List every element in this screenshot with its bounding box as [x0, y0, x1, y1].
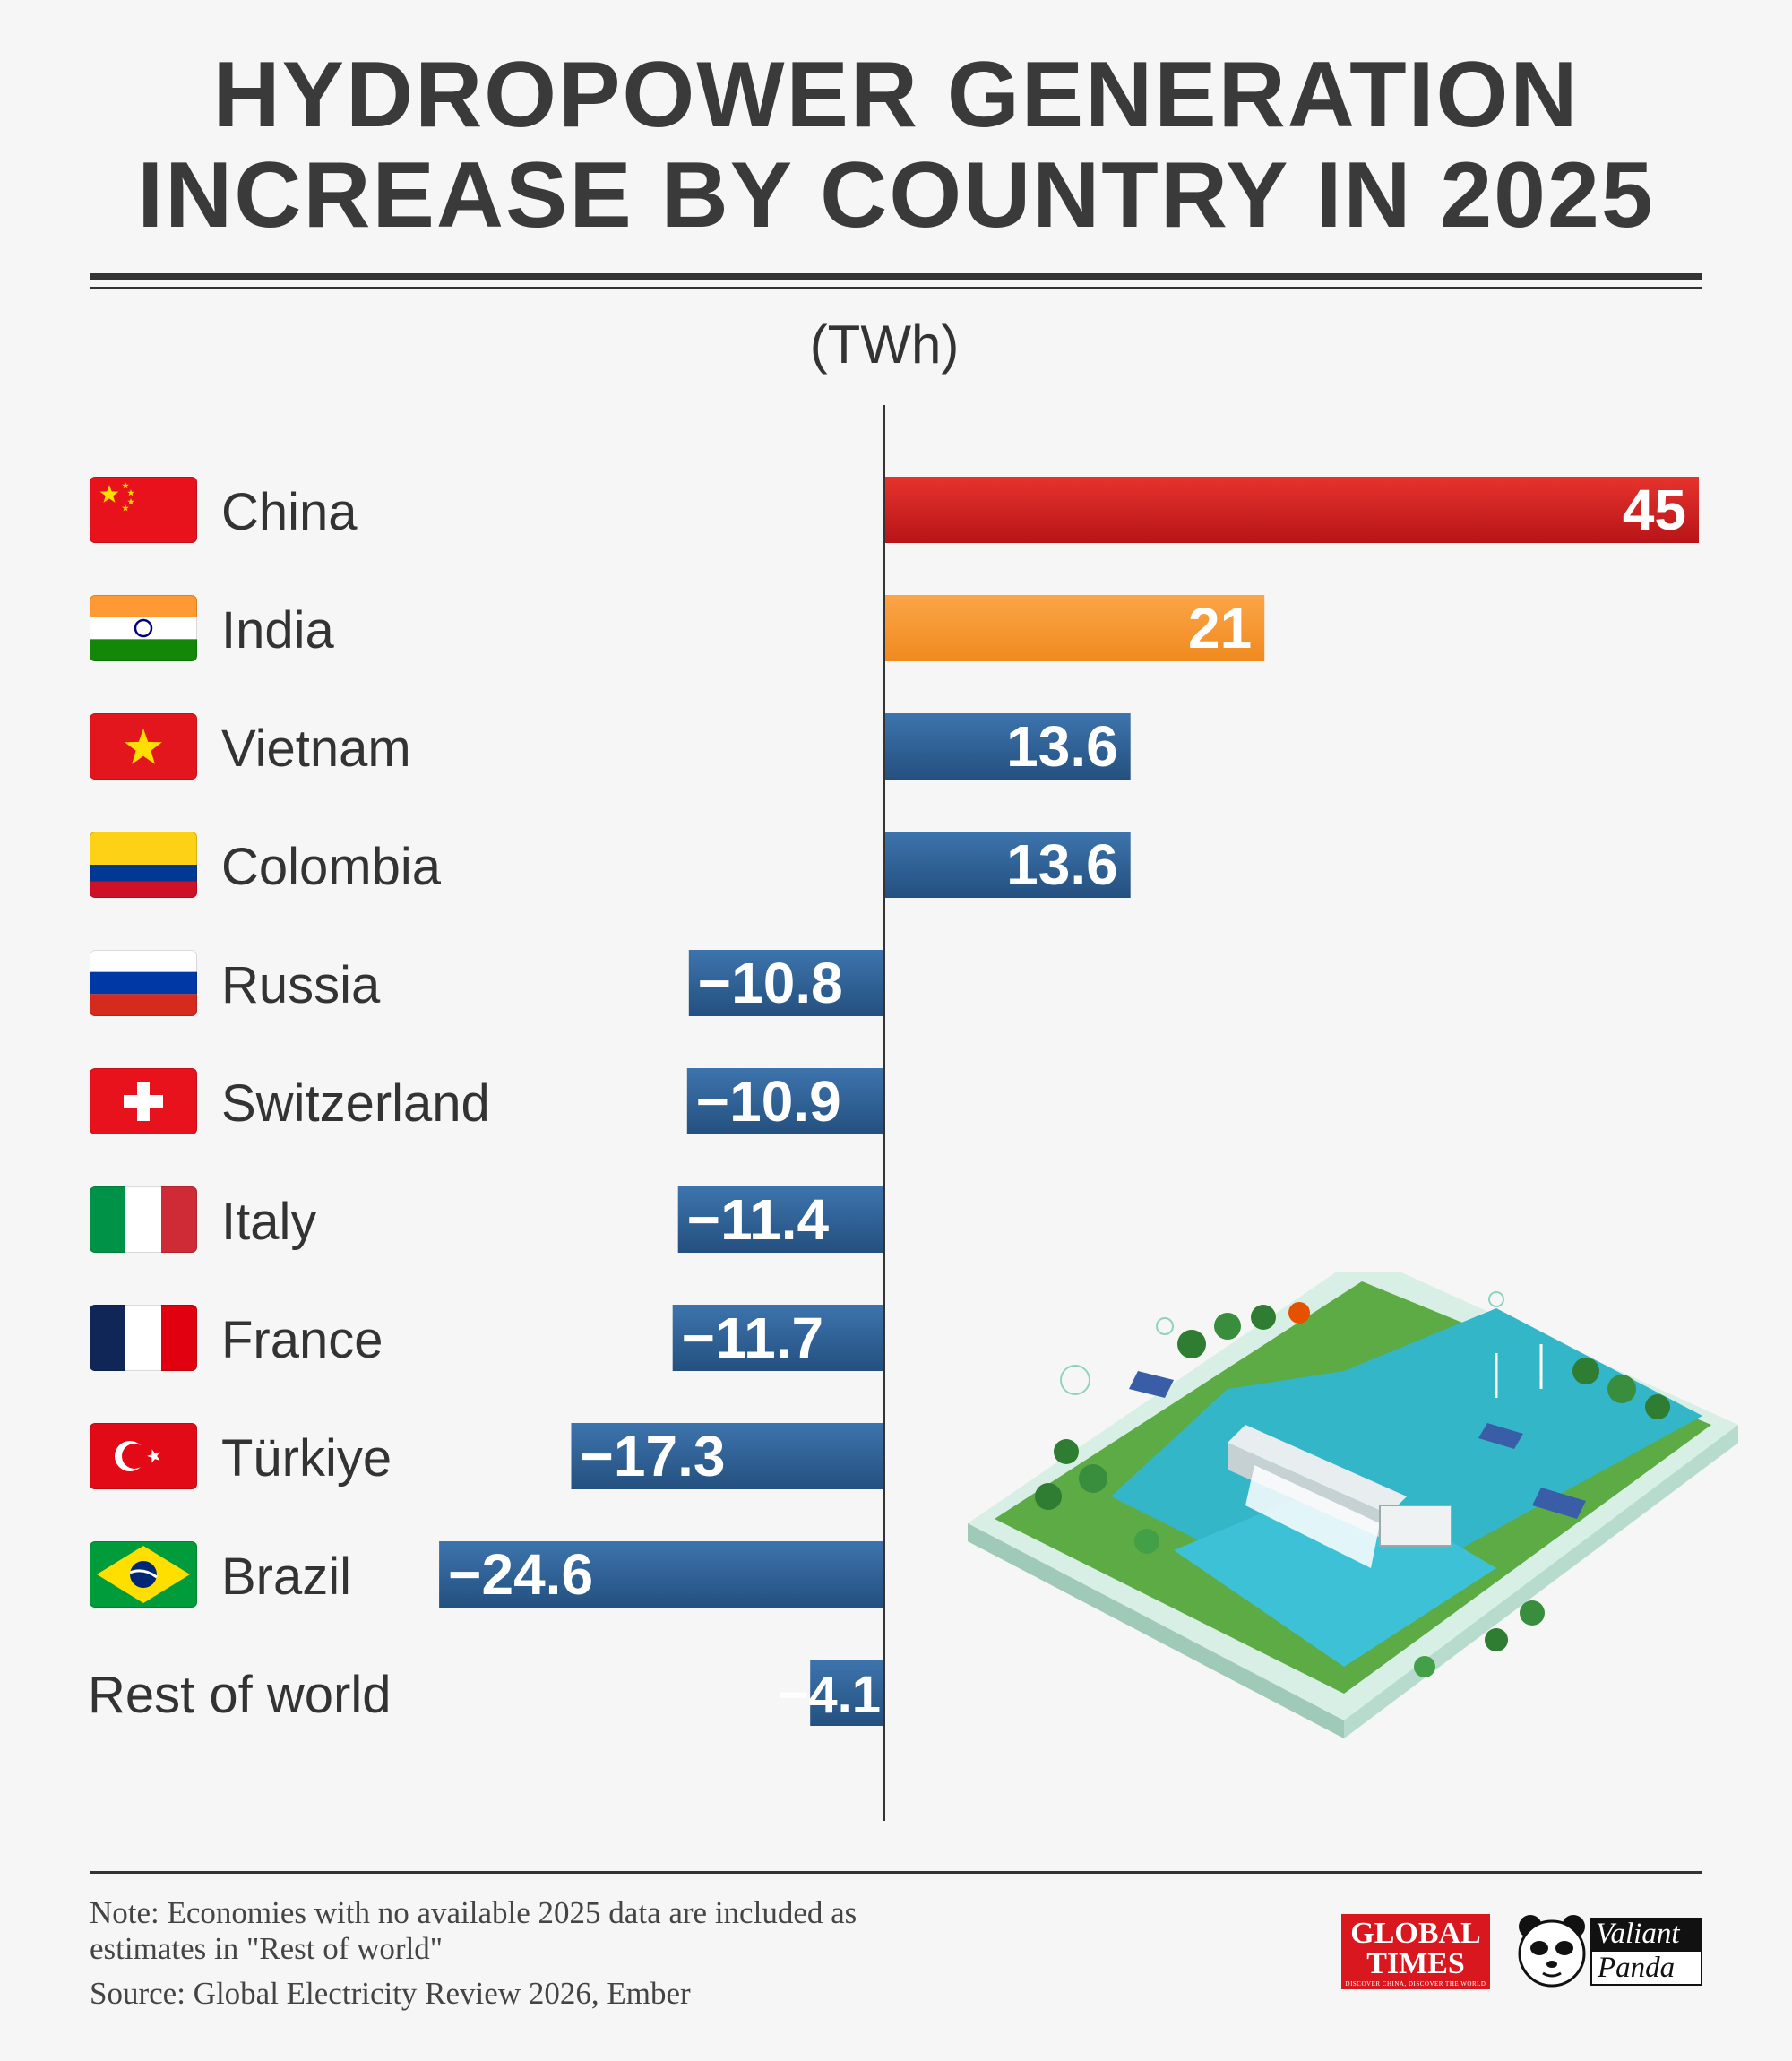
- category-label: Vietnam: [221, 720, 411, 778]
- data-label: −11.7: [682, 1306, 823, 1370]
- brazil-flag-icon: [90, 1541, 197, 1608]
- hydropower-dam-diorama-icon: [968, 1272, 1738, 1738]
- global-times-logo-line-2: TIMES: [1366, 1947, 1465, 1980]
- data-label: −10.9: [696, 1069, 841, 1134]
- india-flag-icon: [90, 595, 197, 661]
- data-label: −11.4: [687, 1187, 830, 1252]
- category-label: Switzerland: [221, 1074, 490, 1133]
- data-label: −4.1: [779, 1666, 882, 1724]
- turkiye-flag-icon: [90, 1423, 197, 1489]
- category-label: Italy: [221, 1193, 316, 1251]
- bar: [810, 1660, 884, 1726]
- category-label: Türkiye: [221, 1429, 392, 1488]
- category-label: Rest of world: [88, 1666, 391, 1724]
- bar: [571, 1423, 884, 1489]
- category-label: Colombia: [221, 838, 442, 896]
- footer-divider: [90, 1871, 1702, 1874]
- panda-icon: [1518, 1915, 1586, 1988]
- category-label: France: [221, 1311, 383, 1369]
- category-label: India: [221, 601, 335, 660]
- footnote: Note: Economies with no available 2025 d…: [90, 1895, 857, 1966]
- title-divider-thin: [90, 287, 1702, 289]
- data-label: 45: [1623, 478, 1686, 542]
- bar: [439, 1541, 884, 1608]
- title-line-1: HYDROPOWER GENERATION: [212, 43, 1580, 147]
- chart-title: HYDROPOWER GENERATION INCREASE BY COUNTR…: [0, 45, 1792, 246]
- global-times-logo-line-1: GLOBAL: [1350, 1917, 1481, 1950]
- data-label: −10.8: [698, 951, 843, 1015]
- bar: [677, 1186, 884, 1253]
- data-label: 13.6: [1006, 832, 1118, 897]
- data-label: 21: [1188, 596, 1252, 660]
- title-line-2: INCREASE BY COUNTRY IN 2025: [137, 143, 1655, 247]
- title-divider-thick: [90, 273, 1702, 280]
- italy-flag-icon: [90, 1186, 197, 1253]
- vietnam-flag-icon: [90, 713, 197, 780]
- data-label: −17.3: [581, 1424, 726, 1488]
- bar-chart: China India Vietnam Colombia Russia Switzerla…: [88, 405, 1699, 1821]
- category-label: Brazil: [221, 1548, 351, 1606]
- china-flag-icon: [90, 477, 197, 543]
- bar: [884, 477, 1699, 543]
- bar: [686, 1068, 884, 1134]
- bar: [884, 832, 1131, 898]
- colombia-flag-icon: [90, 832, 197, 898]
- bar: [672, 1305, 884, 1371]
- global-times-logo: GLOBAL TIMES DISCOVER CHINA, DISCOVER TH…: [1341, 1914, 1490, 1989]
- bar: [884, 595, 1265, 661]
- valiant-panda-logo: Valiant Panda: [1590, 1918, 1702, 1986]
- data-label: −24.6: [448, 1542, 593, 1607]
- unit-label: (TWh): [809, 315, 960, 375]
- category-label: Russia: [221, 956, 381, 1014]
- data-label: 13.6: [1006, 714, 1118, 779]
- bar: [884, 713, 1131, 780]
- source-note: Source: Global Electricity Review 2026, …: [90, 1976, 691, 2011]
- bar: [688, 950, 884, 1016]
- global-times-tagline: DISCOVER CHINA, DISCOVER THE WORLD: [1345, 1980, 1486, 1988]
- valiant-panda-logo-line-1: Valiant: [1590, 1918, 1702, 1950]
- valiant-panda-logo-line-2: Panda: [1590, 1950, 1702, 1986]
- france-flag-icon: [90, 1305, 197, 1371]
- switzerland-flag-icon: [90, 1068, 197, 1134]
- category-label: China: [221, 483, 358, 541]
- russia-flag-icon: [90, 950, 197, 1016]
